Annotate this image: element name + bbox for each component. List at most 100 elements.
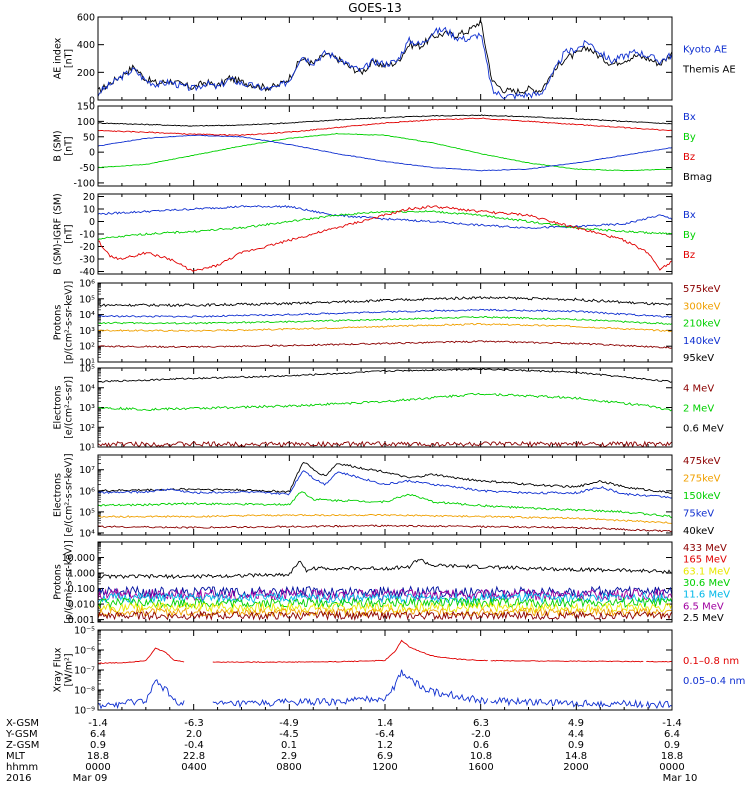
series-line-electrons_mageds-0 [97,461,673,494]
legend-entry: By [683,230,696,241]
y-tick-label: 100 [77,117,95,128]
footer-value: 1600 [468,762,493,773]
legend-entry: 2 MeV [683,404,714,415]
legend-entry: 11.6 MeV [683,590,730,601]
panel-bsm: -100 -50 0 50 100 150 B (SM) [nT] Bx By Bz Bmag [53,102,713,190]
panel-frame [97,105,673,187]
y-tick-label: -50 [79,163,95,174]
footer-value: 2.9 [281,751,297,762]
panel-xray: 10⁻⁹ 10⁻⁸ 10⁻⁷ 10⁻⁶ 10⁻⁵ Xray Flux [W/m²] 0.1–0… [53,626,746,717]
panel-protons_mageds: 10¹ 10² 10³ 10⁴ 10⁵ 10⁶ Protons [p/(cm²-s-sr-ke… [53,279,721,369]
y-tick-label: 400 [77,40,95,51]
legend-entry: Themis AE [682,65,736,76]
y-tick-label: -10 [79,230,95,241]
footer-value: -0.4 [184,740,204,751]
footer-row-label: 2016 [6,773,31,784]
series-line-electrons_mageds-2 [97,491,673,518]
y-axis-label: Protons [53,564,64,600]
y-tick-label: 10.000 [62,553,95,564]
footer-row-label: hhmm [6,762,38,773]
footer-value: -4.9 [279,718,299,729]
legend-entry: 30.6 MeV [683,578,730,589]
footer-value: 2000 [563,762,588,773]
y-axis-label: [p/(cm²-s-sr-keV)] [64,540,75,623]
legend-entry: 75keV [683,509,714,520]
y-tick-label: 10⁻⁶ [74,646,95,657]
y-tick-label: 0.100 [68,584,95,595]
series-line-protons_mageds-0 [97,296,672,307]
footer-value: 6.9 [377,751,393,762]
footer-value: 1200 [372,762,397,773]
y-tick-label: 0 [89,148,95,159]
footer-value: 0.1 [281,740,297,751]
footer-value: -2.0 [471,729,491,740]
footer-value: Mar 10 [663,773,698,784]
footer-value: 22.8 [183,751,205,762]
y-tick-label: 0 [89,217,95,228]
series-line-protons_epead-5 [97,601,673,614]
series-line-bsm-1 [97,117,673,137]
y-tick-label: 10⁴ [79,528,95,539]
series-line-protons_epead-4 [97,596,673,609]
y-tick-label: 10³ [79,326,95,337]
legend-entry: 300keV [683,301,721,312]
footer-value: 0.9 [568,740,584,751]
y-axis-label: [e/(cm²-s-sr-keV)] [64,453,75,536]
panel-electrons_maged: 10¹ 10² 10³ 10⁴ 10⁵ Electrons [e/(cm²-s-sr)] 4 … [53,364,724,454]
panel-frame [97,541,673,623]
panel-electrons_mageds: 10⁴ 10⁵ 10⁶ 10⁷ Electrons [e/(cm²-s-sr-keV)] 4… [53,453,721,539]
y-tick-label: 10¹ [79,443,95,454]
footer-value: 18.8 [661,751,683,762]
footer-value: -6.4 [375,729,395,740]
series-line-ae-0 [97,19,673,97]
y-axis-label: Electrons [53,473,64,517]
footer-row: X-GSM -1.4 -6.3 -4.9 1.4 6.3 4.9 -1.4 [6,718,682,729]
footer-value: -1.4 [662,718,682,729]
y-tick-label: 10⁻⁹ [74,706,95,717]
series-line-protons_epead-7 [97,610,673,622]
panel-frame [97,454,673,536]
y-axis-label: Electrons [53,385,64,429]
y-tick-label: 10⁶ [79,486,95,497]
legend-entry: By [683,132,696,143]
footer-value: 1.4 [377,718,393,729]
series-line-xray-0 [97,639,673,664]
chart-title: GOES-13 [348,1,402,15]
y-tick-label: 10⁵ [79,294,95,305]
y-axis-label: AE index [53,37,64,79]
series-line-ae-1 [97,26,673,101]
y-axis-label: B (SM)-IGRF (SM) [53,193,64,275]
series-line-protons_mageds-3 [97,322,673,333]
legend-entry: 275keV [683,474,721,485]
series-line-electrons_mageds-1 [97,470,672,499]
footer-value: 6.4 [90,729,106,740]
y-tick-label: 0 [89,96,95,107]
y-tick-label: 0.001 [68,615,95,626]
y-tick-label: 10⁴ [79,383,95,394]
footer-value: 1.2 [377,740,393,751]
y-axis-label: [nT] [64,49,75,68]
series-line-protons_mageds-4 [98,340,673,349]
y-tick-label: 10⁻⁵ [74,626,95,637]
footer-value: 0000 [85,762,110,773]
footer-value: 6.4 [664,729,680,740]
legend-entry: 40keV [683,526,714,537]
footer-value: 4.9 [568,718,584,729]
panel-frame [97,193,673,275]
footer-row-label: Y-GSM [5,729,38,740]
legend-entry: 95keV [683,353,714,364]
legend-entry: Bmag [683,172,712,183]
footer-value: 6.3 [473,718,489,729]
footer-row: 2016 Mar 09 Mar 10 [6,773,697,784]
legend-entry: 0.05–0.4 nm [683,676,745,687]
footer-value: 0000 [659,762,684,773]
series-line-bsm-2 [97,132,673,172]
y-tick-label: -20 [79,242,95,253]
series-line-electrons_maged-1 [97,392,673,412]
y-axis-label: Protons [53,305,64,341]
footer-value: 2.0 [186,729,202,740]
series-line-protons_mageds-1 [97,308,673,318]
legend-entry: 4 MeV [683,384,714,395]
legend-entry: 0.6 MeV [683,424,724,435]
